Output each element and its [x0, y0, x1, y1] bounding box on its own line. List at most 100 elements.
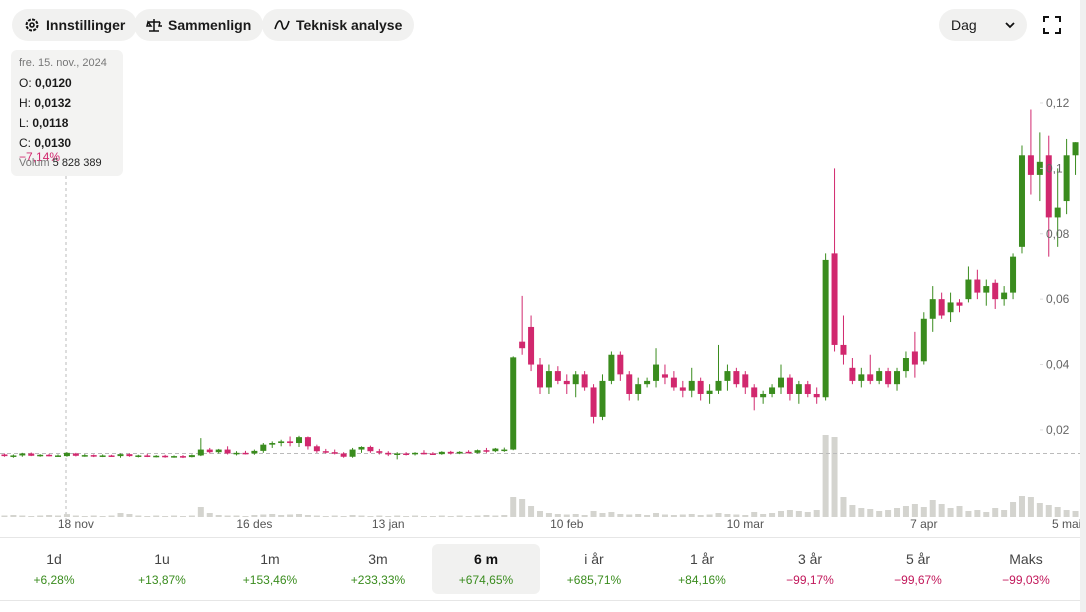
volume-bar [885, 510, 892, 517]
tooltip-rows: O: 0,0120 H: 0,0132 L: 0,0118 C: 0,0130 −7,… [19, 76, 115, 164]
volume-bar [188, 515, 195, 517]
candle-body [902, 358, 909, 372]
volume-bar [840, 497, 847, 517]
volume-bar [786, 510, 793, 517]
wave-icon [274, 20, 290, 30]
row-label: L: [19, 116, 30, 130]
candle-body [233, 452, 240, 455]
period-tab[interactable]: 5 år −99,67% [864, 544, 972, 594]
y-tick-label: 0,08 [1046, 227, 1070, 241]
candle-body [938, 299, 945, 316]
candle-body [349, 449, 356, 457]
volume-bar [1072, 511, 1079, 517]
label: Teknisk analyse [296, 17, 403, 33]
candle-body [135, 455, 142, 457]
tab-label: i år [584, 551, 604, 567]
candle-body [947, 302, 954, 313]
x-tick-label: 10 mar [727, 517, 764, 531]
volume-bar [126, 514, 133, 517]
period-tab[interactable]: 1 år +84,16% [648, 544, 756, 594]
period-tab[interactable]: i år +685,71% [540, 544, 648, 594]
tab-change: +674,65% [458, 573, 514, 587]
volume-bar [501, 515, 508, 517]
candle-body [894, 371, 901, 385]
period-tab[interactable]: Maks −99,03% [972, 544, 1080, 594]
candle-body [492, 448, 499, 452]
candle-body [849, 367, 856, 381]
tab-label: 5 år [905, 551, 931, 567]
volume-bar [554, 514, 561, 517]
volume-bar [287, 514, 294, 517]
volume-bar [911, 504, 918, 517]
gear-icon [25, 18, 39, 32]
candle-body [760, 393, 767, 398]
volume-bar [608, 512, 615, 517]
volume-bar [1, 515, 8, 517]
candle-body [1045, 155, 1052, 218]
volume-bar [831, 437, 838, 517]
tooltip-row: L: 0,0118 [19, 116, 115, 136]
candle-body [911, 351, 918, 365]
volume-bar [528, 506, 535, 517]
interval-select[interactable]: Dag [939, 9, 1027, 41]
volume-bar [269, 514, 276, 517]
volume-bar [313, 515, 320, 517]
period-tab[interactable]: 1d +6,28% [0, 544, 108, 594]
volume-bar [296, 514, 303, 517]
candle-body [1036, 161, 1043, 175]
tab-label: 3m [368, 551, 388, 567]
settings-button[interactable]: Innstillinger [12, 9, 138, 41]
row-label: C: [19, 136, 31, 150]
volume-label: Volum [19, 157, 50, 169]
volume-bar [760, 514, 767, 517]
candle-body [974, 279, 981, 293]
candle-body [215, 449, 222, 453]
volume-bar [81, 516, 88, 517]
candle-body [1072, 142, 1079, 156]
candle-body [581, 374, 588, 388]
volume-bar [456, 515, 463, 517]
candle-body [1, 454, 8, 457]
candle-body [858, 374, 865, 381]
tab-label: 1m [260, 551, 280, 567]
x-tick-label: 7 apr [910, 517, 937, 531]
volume-bar [90, 515, 97, 517]
period-tab[interactable]: 1m +153,46% [216, 544, 324, 594]
volume-bar [724, 514, 731, 517]
candle-body [99, 455, 106, 457]
volume-bar [947, 508, 954, 517]
candle-body [296, 437, 303, 444]
candle-body [992, 282, 999, 300]
volume-bar [894, 508, 901, 517]
period-tab[interactable]: 3m +233,33% [324, 544, 432, 594]
volume-bar [403, 516, 410, 517]
candle-body [144, 455, 151, 457]
period-tab[interactable]: 3 år −99,17% [756, 544, 864, 594]
tab-label: 6 m [473, 551, 499, 567]
tooltip: fre. 15. nov., 2024 O: 0,0120 H: 0,0132 L:… [11, 50, 123, 176]
volume-bar [55, 515, 62, 517]
volume-bar [367, 516, 374, 517]
volume-bar [1018, 496, 1025, 517]
fullscreen-button[interactable] [1036, 9, 1068, 41]
candle-body [117, 454, 124, 457]
volume-bar [974, 510, 981, 517]
volume-bar [670, 515, 677, 517]
candle-body [394, 453, 401, 455]
volume-bar [215, 515, 222, 517]
volume-bar [37, 515, 44, 517]
volume-bar [545, 513, 552, 517]
compare-button[interactable]: Sammenlign [134, 9, 264, 41]
volume-bar [135, 515, 142, 517]
candle-body [983, 286, 990, 293]
volume-bar [751, 512, 758, 517]
volume-bar [162, 516, 169, 517]
technical-button[interactable]: Teknisk analyse [262, 9, 415, 41]
period-tab[interactable]: 6 m +674,65% [432, 544, 540, 594]
y-tick-label: 0,06 [1046, 292, 1070, 306]
candle-body [447, 451, 454, 454]
volume-bar [153, 515, 160, 517]
period-tab[interactable]: 1u +13,87% [108, 544, 216, 594]
volume-bar [929, 500, 936, 517]
x-tick-label: 18 nov [58, 517, 94, 531]
